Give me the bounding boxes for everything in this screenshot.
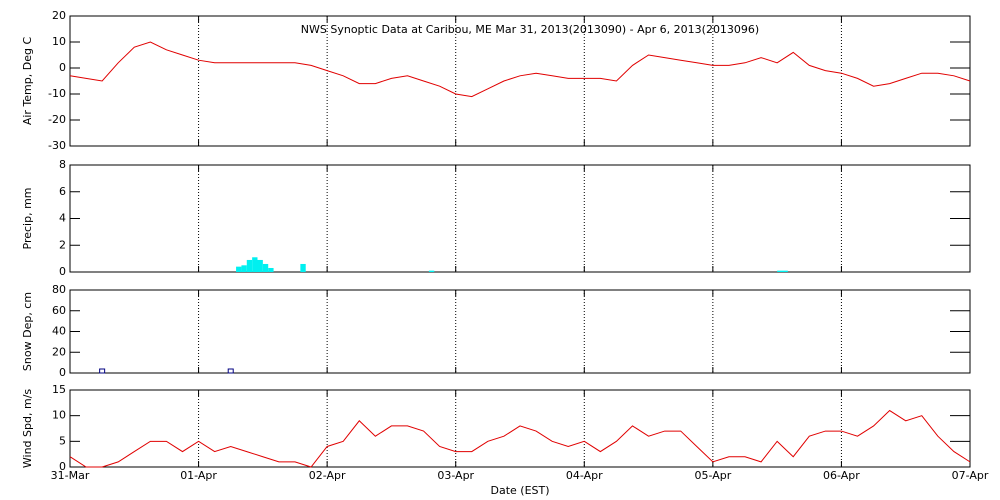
point [99,368,106,374]
bar [777,270,783,272]
bar [257,259,263,272]
x-tick-label: 02-Apr [309,469,346,482]
x-tick-label: 05-Apr [694,469,731,482]
y-tick-label: 0 [59,265,66,278]
point [227,368,234,374]
y-tick-label: 80 [52,283,66,296]
bar [268,267,274,272]
y-axis-label: Wind Spd, m/s [21,389,34,469]
y-tick-label: 5 [59,434,66,447]
y-tick-label: 15 [52,383,66,396]
bar [236,266,242,272]
y-tick-label: -20 [48,113,66,126]
bar [300,263,306,272]
x-tick-label: 31-Mar [51,469,90,482]
plot-frame [69,164,971,273]
x-tick-label: 03-Apr [437,469,474,482]
bar [428,270,435,272]
bar [241,265,247,272]
y-tick-label: 40 [52,325,66,338]
bar [262,263,269,272]
y-tick-label: 60 [52,304,66,317]
y-axis-label: Air Temp, Deg C [21,37,34,126]
x-tick-label: 07-Apr [952,469,989,482]
y-tick-label: 20 [52,345,66,358]
bar [246,259,253,272]
y-axis-label: Snow Dep, cm [21,292,34,371]
data-line [69,41,971,98]
y-tick-label: 4 [59,212,66,225]
y-tick-label: -10 [48,87,66,100]
y-axis-label: Precip, mm [21,188,34,250]
x-tick-label: 01-Apr [180,469,217,482]
x-axis-label: Date (EST) [490,484,549,497]
y-tick-label: 0 [59,366,66,379]
y-tick-label: 0 [59,460,66,473]
plot-frame [69,389,971,468]
y-tick-label: 0 [59,61,66,74]
y-tick-label: -30 [48,139,66,152]
x-tick-label: 06-Apr [823,469,860,482]
y-tick-label: 2 [59,238,66,251]
y-tick-label: 8 [59,158,66,171]
y-tick-label: 6 [59,185,66,198]
y-tick-label: 10 [52,35,66,48]
plot-frame [69,289,971,374]
data-line [69,409,971,468]
x-tick-label: 04-Apr [566,469,603,482]
y-tick-label: 20 [52,9,66,22]
chart-title: NWS Synoptic Data at Caribou, ME Mar 31,… [301,23,759,36]
bar [782,270,788,272]
y-tick-label: 10 [52,409,66,422]
bar [252,257,258,272]
